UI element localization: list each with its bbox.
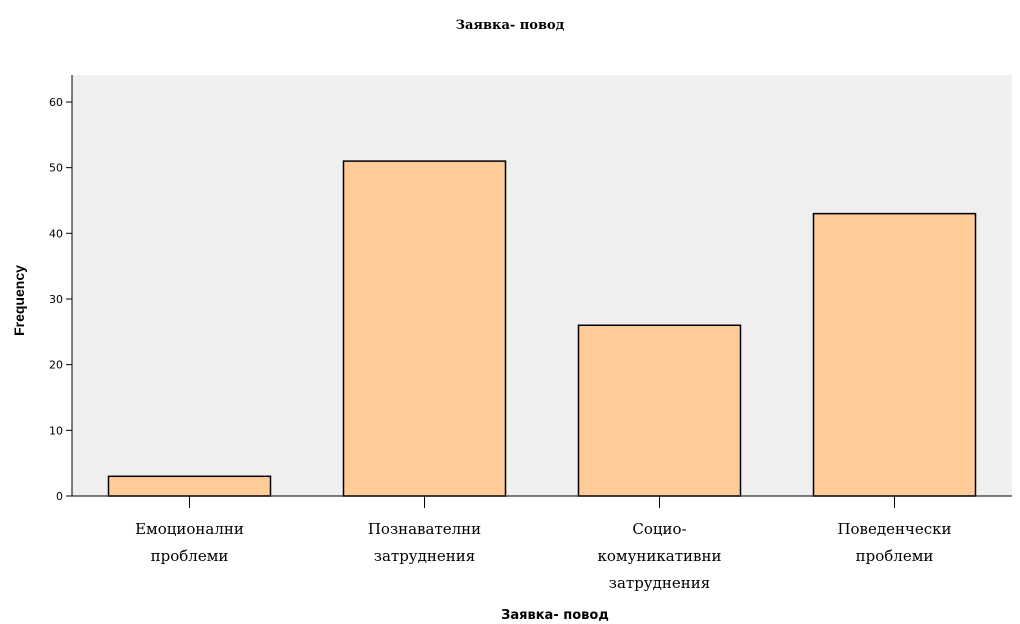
bar-1 [107, 475, 272, 497]
x-tick-label: Поведенчески проблеми [837, 520, 951, 565]
x-tick-label: Социо-комуникативни затруднения [598, 520, 722, 592]
x-tick-label-line: комуникативни [598, 547, 722, 565]
x-tick-label-line: Познавателни [368, 520, 481, 538]
x-tick-label-line: Поведенчески [837, 520, 951, 538]
bar-4 [812, 212, 977, 497]
y-tick-label: 30 [49, 293, 63, 306]
y-tick-label: 10 [49, 424, 63, 437]
y-tick-label: 0 [56, 490, 63, 503]
y-tick-label: 60 [49, 96, 63, 109]
y-axis: 0 10 20 30 40 50 60 [49, 75, 73, 503]
x-axis: Емоционални проблеми Познавателни затруднен… [72, 495, 1012, 592]
x-tick-label-line: Емоционални [135, 520, 244, 538]
bar-2 [342, 160, 507, 497]
chart-title: Заявка- повод [456, 18, 565, 33]
x-axis-label: Заявка- повод [501, 608, 609, 623]
x-tick-label-line: проблеми [856, 547, 934, 565]
x-tick-label-line: затруднения [609, 574, 710, 592]
x-tick-label-line: затруднения [374, 547, 475, 565]
x-tick-label-line: проблеми [151, 547, 229, 565]
bars-group [107, 160, 977, 497]
y-axis-label: Frequency [11, 265, 27, 336]
y-tick-label: 50 [49, 162, 63, 175]
y-tick-label: 20 [49, 359, 63, 372]
x-tick-label: Познавателни затруднения [368, 520, 481, 565]
y-tick-label: 40 [49, 227, 63, 240]
x-tick-label: Емоционални проблеми [135, 520, 244, 565]
bar-3 [577, 324, 742, 497]
x-tick-label-line: Социо- [632, 520, 686, 538]
